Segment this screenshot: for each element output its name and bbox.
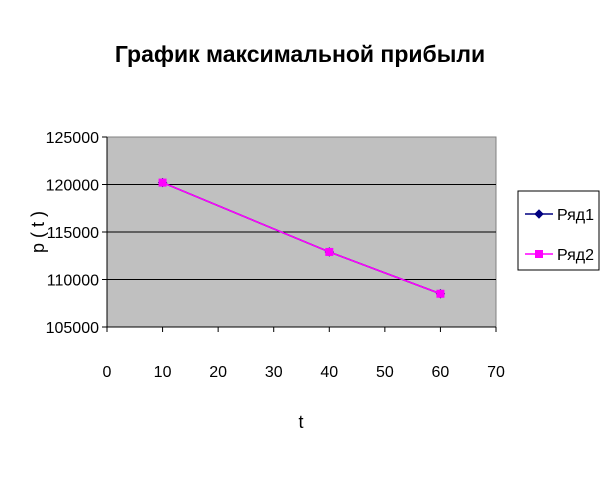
legend-box <box>517 190 600 271</box>
legend: Ряд1 Ряд2 <box>517 190 600 271</box>
series-group <box>157 177 446 299</box>
data-point <box>325 247 334 256</box>
legend-item: Ряд2 <box>525 247 594 264</box>
legend-marker <box>535 250 543 258</box>
y-tick-label: 125000 <box>46 130 99 147</box>
legend-label: Ряд1 <box>557 207 594 224</box>
x-tick-label: 10 <box>154 364 172 381</box>
gridlines <box>107 184 496 280</box>
y-tick-label: 115000 <box>47 225 99 242</box>
x-tick-label: 0 <box>103 364 112 381</box>
x-tick-label: 30 <box>265 364 283 381</box>
y-tick-label: 105000 <box>46 320 99 337</box>
series-2 <box>158 178 445 298</box>
data-point <box>158 178 167 187</box>
tick-labels: 105000 110000 115000 120000 125000 0 10 20 30 40 5… <box>46 130 505 381</box>
x-tick-label: 40 <box>320 364 338 381</box>
x-axis-label: t <box>298 412 303 432</box>
chart-title: График максимальной прибыли <box>115 41 485 67</box>
legend-item: Ряд1 <box>525 207 594 224</box>
x-tick-label: 20 <box>209 364 227 381</box>
legend-label: Ряд2 <box>557 247 594 264</box>
y-tick-label: 110000 <box>47 273 99 290</box>
y-axis-label: p ( t ) <box>28 211 48 253</box>
x-tick-label: 70 <box>487 364 505 381</box>
legend-marker <box>534 209 544 219</box>
y-tick-label: 120000 <box>46 178 99 195</box>
data-point <box>436 289 445 298</box>
x-tick-label: 50 <box>376 364 394 381</box>
axes <box>102 136 497 332</box>
x-tick-label: 60 <box>432 364 450 381</box>
